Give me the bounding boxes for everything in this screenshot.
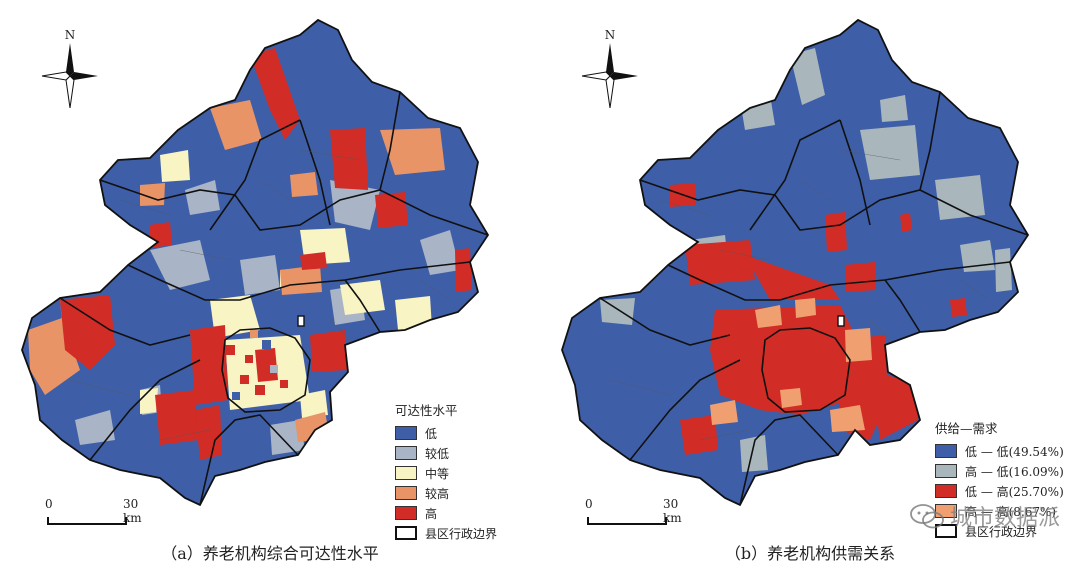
compass-rose-icon bbox=[581, 43, 638, 108]
region-high-low bbox=[995, 248, 1012, 292]
district-boundaries bbox=[599, 91, 1028, 505]
region-high-low bbox=[740, 95, 775, 130]
region-low-high bbox=[685, 240, 755, 285]
legend-item: 较低 bbox=[395, 443, 497, 463]
legend-item: 高 — 低(16.09%) bbox=[935, 461, 1064, 481]
region-high-high bbox=[780, 388, 802, 408]
region-higher bbox=[210, 100, 262, 150]
map-b bbox=[561, 18, 1030, 507]
watermark: 城市数据派 bbox=[910, 500, 1060, 532]
region-medium bbox=[300, 390, 328, 418]
region-high bbox=[330, 128, 368, 190]
north-arrow: N bbox=[580, 28, 640, 108]
region-high-low bbox=[600, 298, 635, 325]
region-high bbox=[255, 348, 278, 382]
caption-a: （a）养老机构综合可达性水平 bbox=[161, 544, 379, 563]
panel-b: N 0 30 km 供给—需求 低 — 低(49.54%) 高 — 低(16.0… bbox=[540, 0, 1080, 567]
region-high-low bbox=[935, 175, 985, 220]
region-low-high bbox=[845, 262, 876, 292]
region-high-low bbox=[740, 435, 768, 472]
region-lower bbox=[150, 240, 210, 290]
region-high bbox=[155, 390, 198, 445]
region-high bbox=[455, 248, 472, 292]
region-high-low bbox=[790, 48, 825, 105]
scale-bar: 0 30 km bbox=[585, 497, 682, 525]
legend-title: 供给—需求 bbox=[935, 421, 998, 436]
legend-item: 县区行政边界 bbox=[395, 523, 497, 543]
region-high bbox=[250, 48, 300, 140]
legend-item: 较高 bbox=[395, 483, 497, 503]
legend-item: 中等 bbox=[395, 463, 497, 483]
panel-a: N 0 30 km 可达性水平 低 较低 中等 较高 高 县区行政边界 （a）养… bbox=[21, 18, 497, 563]
scale-bar: 0 30 km bbox=[45, 497, 142, 525]
legend-item: 低 — 低(49.54%) bbox=[935, 441, 1064, 461]
legend-b: 供给—需求 低 — 低(49.54%) 高 — 低(16.09%) 低 — 高(… bbox=[935, 418, 1064, 541]
region-lower bbox=[185, 180, 220, 215]
urban-core bbox=[225, 330, 288, 400]
region-high-high bbox=[830, 405, 865, 432]
region-high bbox=[375, 192, 408, 228]
region-higher bbox=[290, 172, 318, 197]
region-medium bbox=[160, 150, 190, 182]
region-higher bbox=[380, 128, 445, 175]
compass-rose-icon bbox=[41, 43, 98, 108]
city-outline bbox=[561, 18, 1030, 507]
region-low-high bbox=[680, 415, 718, 455]
region-lower bbox=[75, 410, 115, 445]
region-low-high bbox=[900, 213, 912, 232]
city-outline bbox=[21, 18, 490, 507]
region-low-high bbox=[870, 370, 920, 440]
region-high bbox=[310, 330, 348, 372]
map-a bbox=[21, 18, 490, 507]
legend-item: 县区行政边界 bbox=[935, 521, 1064, 541]
region-high bbox=[195, 405, 222, 460]
caption-b: （b）养老机构供需关系 bbox=[724, 544, 896, 563]
region-high-high bbox=[845, 328, 872, 362]
legend-item: 低 bbox=[395, 423, 497, 443]
region-high-high bbox=[795, 298, 816, 318]
legend-item: 低 — 高(25.70%) bbox=[935, 481, 1064, 501]
region-low-high bbox=[825, 212, 847, 252]
legend-a: 可达性水平 低 较低 中等 较高 高 县区行政边界 bbox=[395, 400, 497, 543]
region-high-low bbox=[860, 125, 920, 180]
region-high-low bbox=[880, 95, 908, 122]
region-high bbox=[300, 252, 327, 270]
legend-item: 高 — 高(8.67%) bbox=[935, 501, 1064, 521]
region-high bbox=[150, 222, 172, 248]
region-lower bbox=[240, 255, 280, 295]
region-high-high bbox=[755, 305, 782, 328]
region-low-high bbox=[950, 298, 967, 317]
region-medium bbox=[340, 280, 385, 315]
legend-title: 可达性水平 bbox=[395, 403, 458, 418]
region-higher bbox=[280, 265, 322, 295]
legend-item: 高 bbox=[395, 503, 497, 523]
region-high bbox=[190, 325, 228, 405]
region-medium bbox=[395, 296, 432, 330]
region-high bbox=[60, 295, 115, 370]
district-boundaries bbox=[59, 91, 488, 505]
region-high-high bbox=[710, 400, 738, 425]
wechat-icon bbox=[910, 504, 944, 529]
north-arrow: N bbox=[40, 28, 100, 108]
